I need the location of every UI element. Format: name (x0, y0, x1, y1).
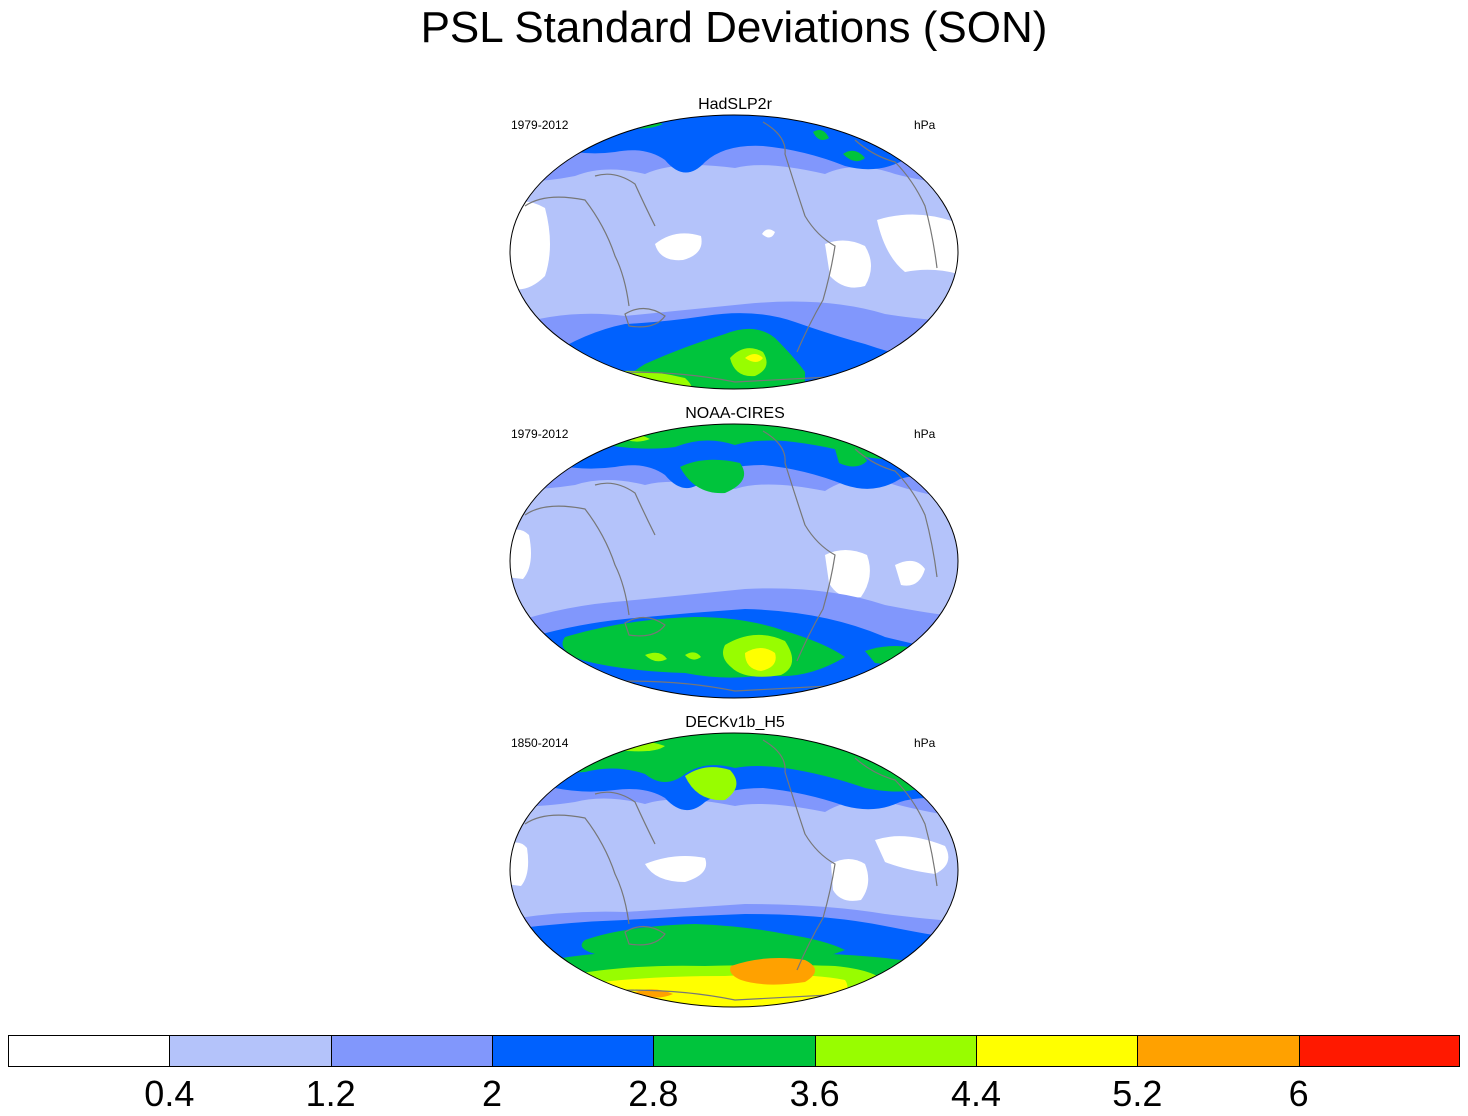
coastline (524, 814, 630, 925)
field-band (685, 767, 737, 801)
field-band (510, 842, 529, 886)
field-band (585, 974, 848, 1007)
map-noaa-cires (509, 423, 959, 699)
coastline (624, 307, 666, 328)
coastline (594, 173, 656, 227)
colorbar-box (492, 1035, 655, 1067)
field-band (620, 382, 680, 389)
colorbar-box (653, 1035, 816, 1067)
colorbar-tick-label: 1.2 (305, 1073, 356, 1114)
map-frame (509, 114, 959, 390)
coastline (594, 482, 656, 536)
map-panel-noaa-cires: NOAA-CIRES 1979-2012 hPa (505, 405, 965, 705)
field-band (825, 550, 870, 598)
coastline (762, 430, 836, 662)
map-frame (509, 732, 959, 1008)
colorbar-box (330, 1035, 493, 1067)
coastline (854, 757, 938, 887)
field-band (745, 648, 776, 671)
field-band (877, 214, 958, 276)
map-hadslp2r (509, 114, 959, 390)
coastline (594, 791, 656, 845)
field-band (831, 859, 869, 901)
map-panel-deckv1b-h5: DECKv1b_H5 1850-2014 hPa (505, 714, 965, 1014)
panel-title: HadSLP2r (698, 96, 772, 113)
field-band (825, 240, 871, 288)
coastline (624, 925, 666, 946)
colorbar (8, 1035, 1460, 1069)
colorbar-tick-label: 5.2 (1112, 1073, 1163, 1114)
panel-years: 1979-2012 (511, 118, 569, 132)
colorbar-box (1137, 1035, 1300, 1067)
field-band (645, 652, 667, 662)
field-band (813, 130, 829, 140)
colorbar-tick-label: 4.4 (950, 1073, 1002, 1114)
map-deckv1b-h5 (509, 732, 959, 1008)
field-band (745, 354, 763, 362)
coastline (524, 505, 630, 616)
colorbar-box (976, 1035, 1139, 1067)
panel-units: hPa (914, 118, 936, 132)
field-band (510, 529, 531, 579)
coastline (854, 448, 938, 578)
colorbar-box (8, 1035, 171, 1067)
colorbar-tick-label: 3.6 (789, 1073, 840, 1114)
colorbar-tick-label: 2 (481, 1073, 503, 1114)
field-band (843, 150, 865, 162)
map-frame (509, 423, 959, 699)
coastline (524, 196, 630, 307)
colorbar-tick-label: 6 (1288, 1073, 1309, 1114)
colorbar-tick-label: 0.4 (144, 1073, 195, 1114)
panel-units: hPa (914, 736, 936, 750)
panel-title: DECKv1b_H5 (685, 714, 785, 731)
coastline (762, 739, 836, 971)
colorbar-tick-label: 2.8 (628, 1073, 679, 1114)
field-band (510, 201, 550, 290)
field-band (762, 229, 775, 238)
coastline (762, 121, 836, 353)
field-band (895, 560, 925, 586)
field-band (685, 652, 701, 660)
map-panel-hadslp2r: HadSLP2r 1979-2012 hPa (505, 96, 965, 396)
colorbar-box (1298, 1035, 1460, 1067)
panel-years: 1850-2014 (511, 736, 569, 750)
colorbar-box (814, 1035, 977, 1067)
field-band (645, 856, 707, 882)
coastline (854, 139, 938, 269)
panel-units: hPa (914, 427, 936, 441)
coastline (624, 616, 666, 637)
colorbar-box (169, 1035, 332, 1067)
panel-title: NOAA-CIRES (685, 405, 785, 422)
panel-years: 1979-2012 (511, 427, 569, 441)
field-band (865, 646, 925, 664)
field-band (680, 459, 745, 494)
field-band (730, 958, 815, 985)
figure-title: PSL Standard Deviations (SON) (420, 3, 1048, 52)
field-band (655, 233, 702, 261)
